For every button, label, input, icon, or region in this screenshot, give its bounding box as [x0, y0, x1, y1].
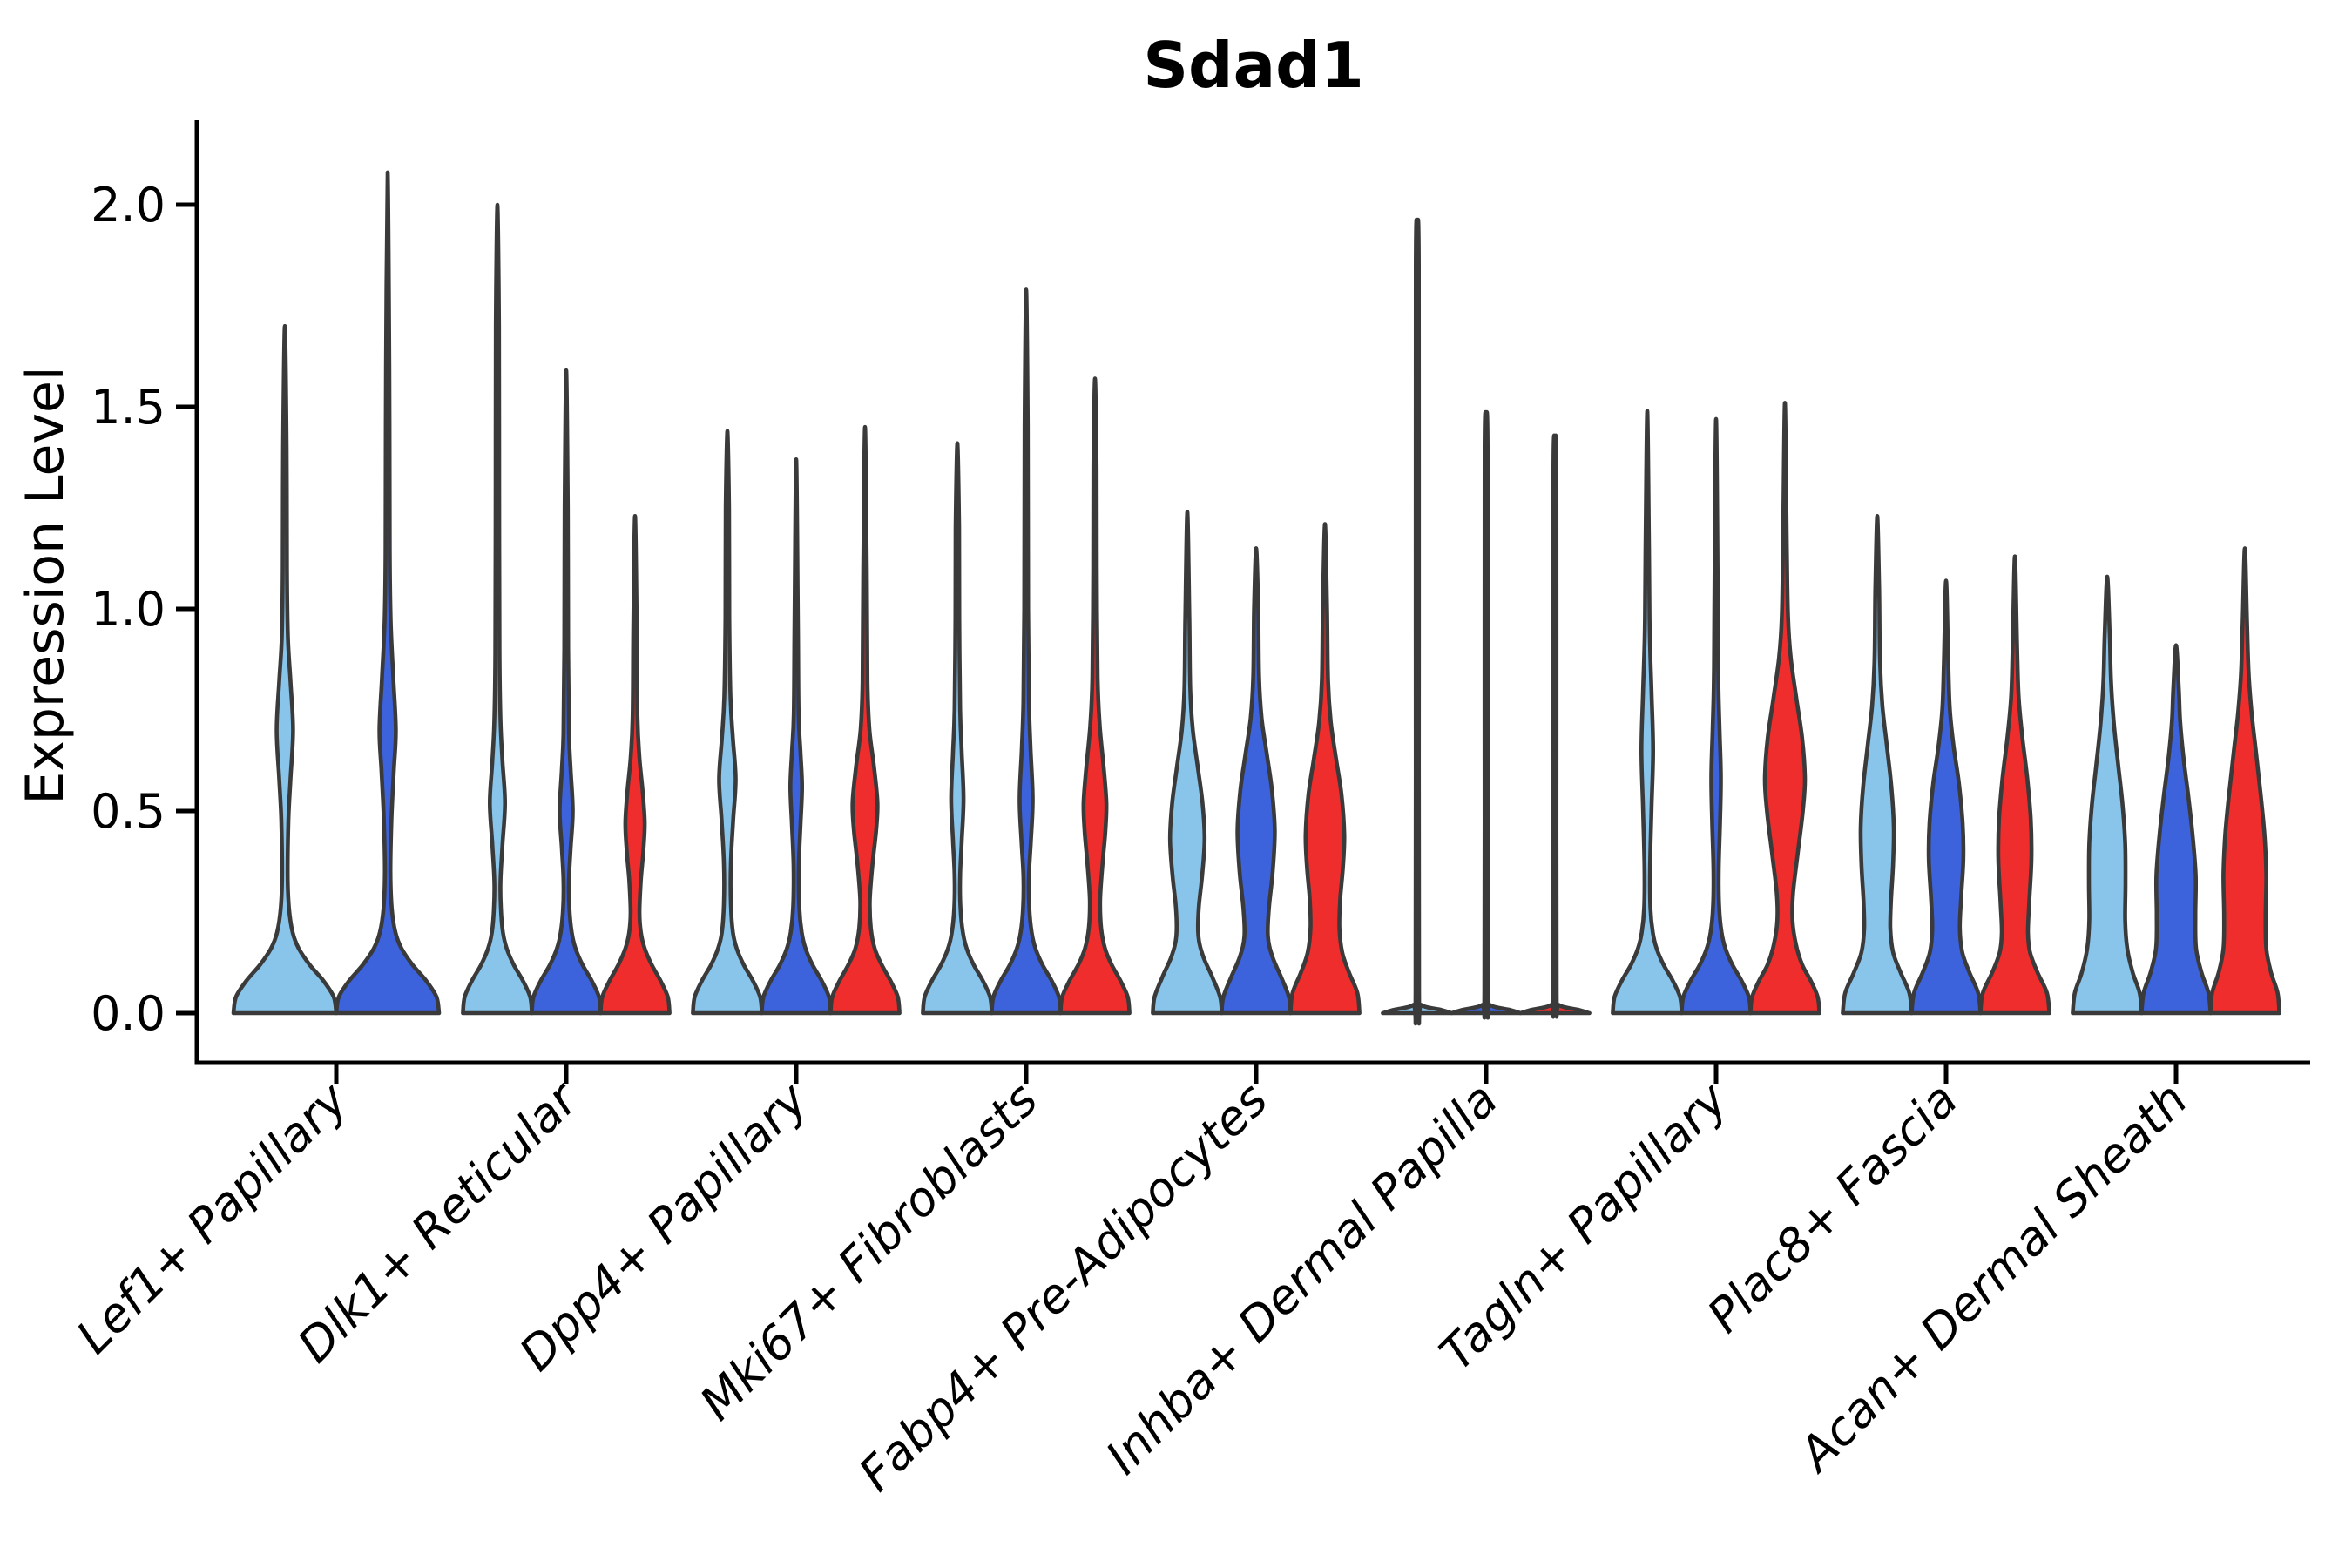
violin-light_blue — [2071, 574, 2144, 1016]
y-tick-label: 2.0 — [91, 178, 166, 233]
x-tick-label: Plac8+ Fascia — [1697, 1072, 1968, 1343]
violin-dark_blue — [1909, 578, 1983, 1016]
violin-red — [1748, 401, 1821, 1016]
y-tick-label: 1.0 — [91, 582, 166, 637]
violin-red — [828, 424, 902, 1016]
violin-dark_blue — [334, 170, 442, 1016]
violin-dark_blue — [1220, 546, 1293, 1016]
violin-dark_blue — [2139, 643, 2213, 1016]
violin-light_blue — [461, 202, 534, 1016]
violin-light_blue — [921, 441, 994, 1016]
violin-light_blue — [691, 429, 764, 1016]
y-tick-label: 0.0 — [91, 986, 166, 1041]
x-tick-label: Acan+ Dermal Sheath — [1787, 1072, 2198, 1484]
chart-title: Sdad1 — [1143, 29, 1364, 102]
violin-dark_blue — [760, 457, 833, 1016]
violin-red — [1518, 433, 1592, 1019]
y-axis-label: Expression Level — [15, 366, 76, 804]
violin-dark_blue — [530, 368, 603, 1016]
y-tick-label: 0.5 — [91, 784, 166, 839]
violin-red — [1288, 522, 1362, 1016]
violin-red — [2208, 546, 2281, 1016]
x-tick-label: Inhba+ Dermal Papilla — [1095, 1072, 1508, 1485]
violins-layer — [231, 170, 2281, 1025]
violin-light_blue — [1381, 217, 1454, 1025]
violin-red — [1058, 376, 1132, 1016]
violin-light_blue — [1841, 514, 1914, 1016]
violin-dark_blue — [1680, 416, 1753, 1016]
violin-red — [598, 514, 672, 1016]
violin-light_blue — [1151, 510, 1224, 1016]
x-tick-label: Fabp4+ Pre-Adipocytes — [848, 1072, 1278, 1502]
violin-light_blue — [231, 323, 339, 1016]
violin-light_blue — [1611, 409, 1684, 1016]
y-ticks-layer: 0.0 0.5 1.0 1.5 2.0 — [91, 178, 197, 1041]
y-tick-label: 1.5 — [91, 380, 166, 435]
axes-layer — [194, 120, 2310, 1065]
violin-dark_blue — [1450, 409, 1523, 1020]
violin-dark_blue — [990, 287, 1063, 1016]
violin-red — [1978, 554, 2051, 1016]
